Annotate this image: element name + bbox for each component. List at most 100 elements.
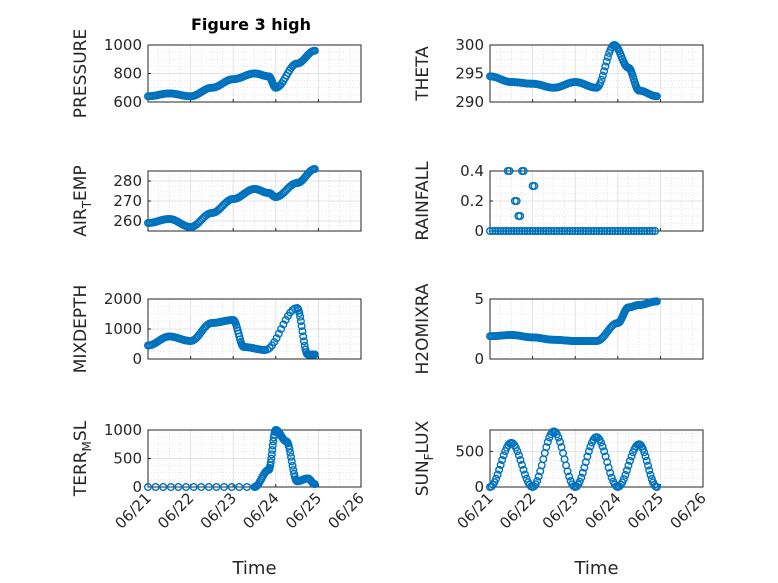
data-point [515, 226, 524, 235]
data-point [269, 433, 278, 442]
data-point [516, 455, 525, 464]
data-point [598, 71, 607, 80]
data-point [629, 226, 638, 235]
data-point [554, 433, 563, 442]
data-point [514, 451, 523, 460]
data-point [555, 226, 564, 235]
axes-box [489, 298, 704, 360]
data-point [619, 226, 628, 235]
y-tick-label: 0 [132, 478, 142, 496]
x-tick-label: 06/22 [154, 489, 197, 532]
data-series [486, 427, 661, 492]
data-point [646, 470, 655, 479]
data-point [640, 448, 649, 457]
data-point [600, 447, 609, 456]
data-point [505, 166, 514, 175]
y-tick-label: 0 [474, 350, 484, 368]
subplot-air-temp: 260 270 280 AIRTEMP [71, 164, 362, 237]
data-point [603, 458, 612, 467]
y-tick-label: 300 [455, 36, 484, 54]
y-tick-label: 260 [113, 212, 142, 230]
x-tick-label: 06/26 [325, 489, 368, 532]
data-point [600, 226, 609, 235]
data-point [281, 315, 290, 324]
data-point [267, 450, 276, 459]
data-point [568, 226, 577, 235]
data-point [565, 472, 574, 481]
data-point [266, 458, 275, 467]
data-point [495, 465, 504, 474]
y-tick-label: 1000 [104, 421, 142, 439]
subplot-mixdepth: 0 1000 2000 MIXDEPTH [71, 285, 362, 374]
data-point [598, 442, 607, 451]
y-axis-label: PRESSURE [71, 29, 91, 118]
data-point [285, 444, 294, 453]
data-series [486, 41, 661, 101]
data-point [517, 460, 526, 469]
data-point [625, 456, 634, 465]
data-point [310, 164, 319, 173]
data-point [624, 461, 633, 470]
data-point [613, 226, 622, 235]
data-point [651, 226, 660, 235]
data-point [270, 338, 279, 347]
data-point [533, 476, 542, 485]
data-point [642, 456, 651, 465]
data-point [632, 226, 641, 235]
data-point [504, 226, 513, 235]
y-axis-label: MIXDEPTH [71, 285, 91, 374]
data-point [528, 226, 537, 235]
data-point [603, 53, 612, 62]
data-point [279, 320, 288, 329]
data-point [267, 454, 276, 463]
x-tick-label: 06/24 [581, 489, 624, 532]
data-series [143, 164, 319, 231]
data-point [581, 226, 590, 235]
data-point [272, 334, 281, 343]
data-point [242, 483, 251, 492]
data-point [549, 226, 558, 235]
data-point [619, 474, 628, 483]
data-point [517, 226, 526, 235]
data-point [601, 62, 610, 71]
data-point [643, 461, 652, 470]
data-point [287, 457, 296, 466]
data-point [492, 474, 501, 483]
data-point [580, 463, 589, 472]
data-point [581, 458, 590, 467]
data-point [509, 226, 518, 235]
data-point [516, 211, 525, 220]
data-point [212, 483, 221, 492]
data-point [288, 461, 297, 470]
data-point [512, 226, 521, 235]
data-point [287, 452, 296, 461]
subplot-grid: 600 800 1000 PRESSURE 290 295 300 THETA 260 270 28… [71, 29, 710, 579]
data-point [189, 483, 198, 492]
data-point [298, 327, 307, 336]
data-point [605, 226, 614, 235]
data-point [597, 75, 606, 84]
y-tick-label: 295 [455, 65, 484, 83]
data-point [587, 226, 596, 235]
x-tick-label: 06/23 [197, 489, 240, 532]
data-point [166, 483, 175, 492]
data-point [555, 437, 564, 446]
data-point [600, 67, 609, 76]
data-point [539, 226, 548, 235]
y-axis-label: AIRTEMP [71, 165, 94, 236]
y-tick-label: 1000 [104, 320, 142, 338]
data-point [541, 226, 550, 235]
y-axis-label: THETA [413, 46, 433, 102]
data-point [268, 445, 277, 454]
data-point [608, 226, 617, 235]
x-axis-label: Time [231, 558, 276, 579]
data-point [227, 483, 236, 492]
data-point [575, 477, 584, 486]
data-series [143, 46, 319, 101]
data-point [576, 226, 585, 235]
data-point [299, 332, 308, 341]
data-point [499, 451, 508, 460]
x-tick-label: 06/24 [239, 489, 282, 532]
y-tick-label: 0 [474, 478, 484, 496]
